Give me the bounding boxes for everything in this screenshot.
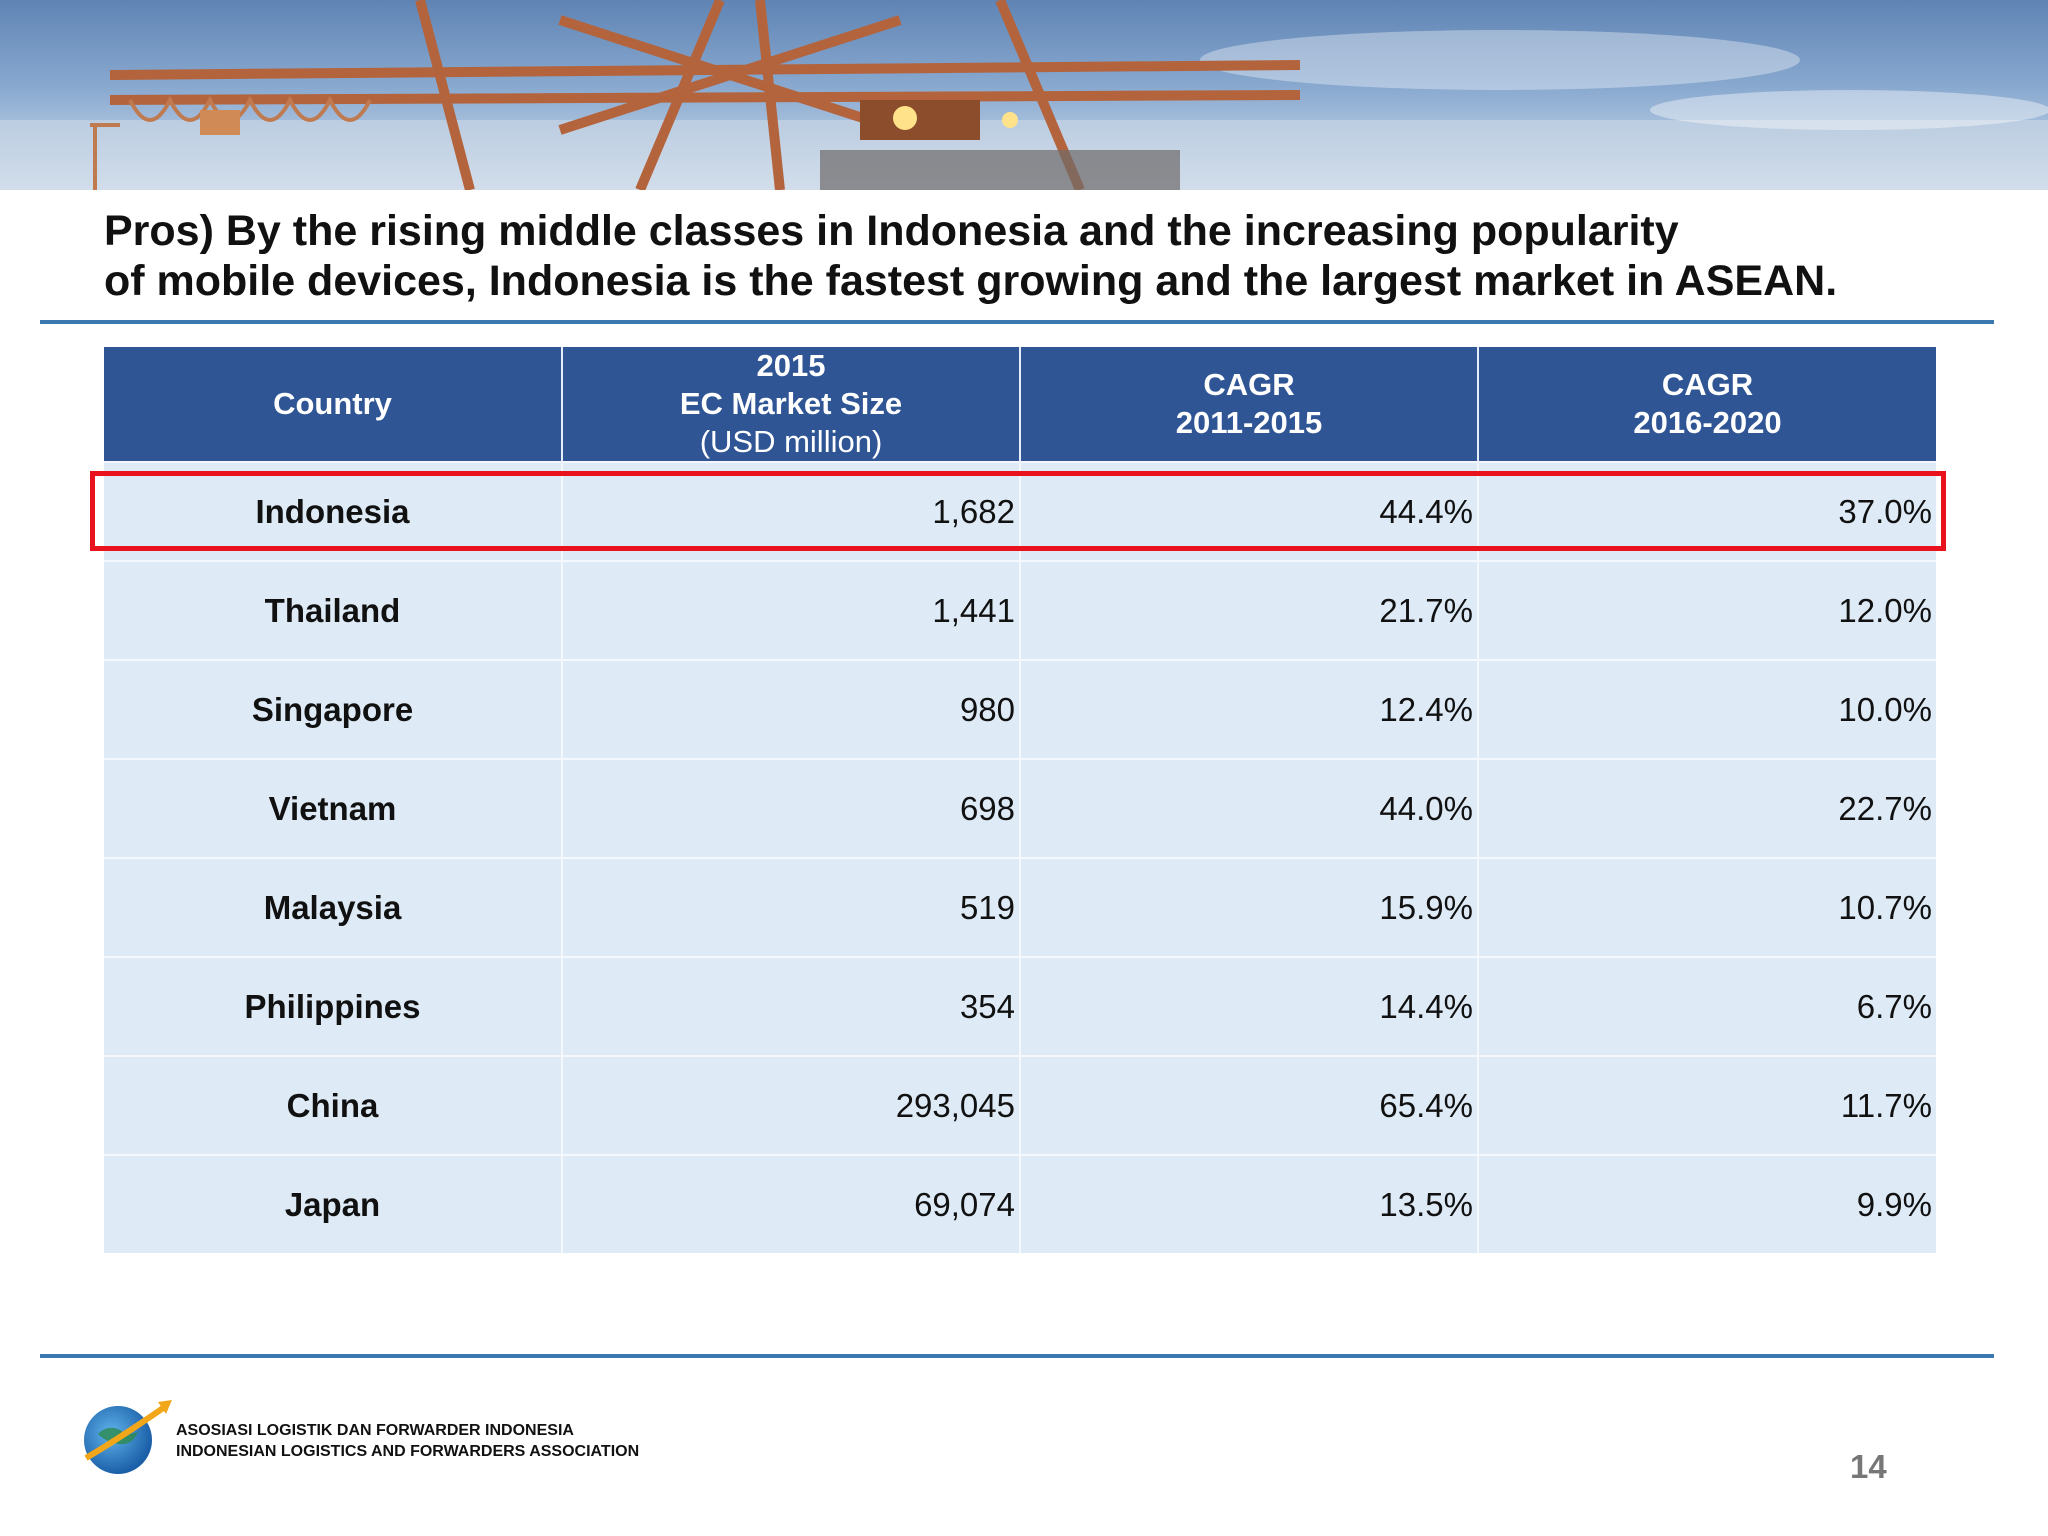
header-text: CAGR [1203,367,1295,402]
cell-cagr-2016-2020: 37.0% [1477,461,1936,561]
cell-country: Japan [104,1154,562,1253]
cell-country: Philippines [104,956,562,1056]
header-text: 2015 [756,348,826,383]
table-row: China 293,045 65.4% 11.7% [104,1055,1936,1155]
table-row: Philippines 354 14.4% 6.7% [104,956,1936,1056]
cell-country: Thailand [104,560,562,660]
table-row: Japan 69,074 13.5% 9.9% [104,1154,1936,1253]
cell-cagr-2016-2020: 10.0% [1477,659,1936,759]
indonesia-highlight-box [90,471,1946,551]
header-text: CAGR [1661,367,1754,402]
cell-cagr-2016-2020: 11.7% [1477,1055,1936,1155]
slide-title-line-1: Pros) By the rising middle classes in In… [104,207,1679,255]
cell-country: Indonesia [104,461,562,561]
cell-cagr-2011-2015: 65.4% [1019,1055,1478,1155]
cell-cagr-2016-2020: 10.7% [1477,857,1936,957]
cell-market-size: 698 [561,758,1020,858]
cell-country: China [104,1055,562,1155]
alfi-logo-icon [80,1398,172,1481]
table-row: Malaysia 519 15.9% 10.7% [104,857,1936,957]
page-number: 14 [1850,1448,1887,1485]
cell-market-size: 519 [561,857,1020,957]
cell-cagr-2011-2015: 14.4% [1019,956,1478,1056]
cell-market-size: 293,045 [561,1055,1020,1155]
cell-country: Vietnam [104,758,562,858]
cell-market-size: 980 [561,659,1020,759]
top-divider [40,320,1994,324]
cell-country: Singapore [104,659,562,759]
org-name-indonesian: ASOSIASI LOGISTIK DAN FORWARDER INDONESI… [176,1422,574,1439]
cell-cagr-2016-2020: 6.7% [1477,956,1936,1056]
organization-name: ASOSIASI LOGISTIK DAN FORWARDER INDONESI… [176,1420,639,1462]
ec-market-table: Country 2015 EC Market Size (USD million… [104,347,1936,1253]
cell-cagr-2016-2020: 12.0% [1477,560,1936,660]
cell-cagr-2016-2020: 22.7% [1477,758,1936,858]
header-text: Country [273,386,392,421]
table-row: Vietnam 698 44.0% 22.7% [104,758,1936,858]
cell-cagr-2016-2020: 9.9% [1477,1154,1936,1253]
header-text: 2011-2015 [1175,405,1323,440]
header-text: EC Market Size [679,386,903,421]
table-row: Singapore 980 12.4% 10.0% [104,659,1936,759]
cell-market-size: 1,441 [561,560,1020,660]
port-crane-illustration [0,0,2048,190]
header-photo-banner [0,0,2048,190]
slide-title: Pros) By the rising middle classes in In… [104,206,1984,306]
cell-market-size: 354 [561,956,1020,1056]
table-row: Thailand 1,441 21.7% 12.0% [104,560,1936,660]
cell-cagr-2011-2015: 12.4% [1019,659,1478,759]
cell-market-size: 1,682 [561,461,1020,561]
org-name-english: INDONESIAN LOGISTICS AND FORWARDERS ASSO… [176,1443,640,1460]
cell-cagr-2011-2015: 13.5% [1019,1154,1478,1253]
bottom-divider [40,1354,1994,1358]
cell-market-size: 69,074 [561,1154,1020,1253]
table-row: Indonesia 1,682 44.4% 37.0% [104,461,1936,561]
header-unit: (USD million) [699,424,883,459]
column-header-cagr-2016-2020: CAGR 2016-2020 [1477,347,1936,462]
cell-cagr-2011-2015: 44.4% [1019,461,1478,561]
header-text: 2016-2020 [1633,405,1782,440]
column-header-cagr-2011-2015: CAGR 2011-2015 [1019,347,1478,462]
cell-cagr-2011-2015: 44.0% [1019,758,1478,858]
slide-title-line-2: of mobile devices, Indonesia is the fast… [104,257,1838,305]
table-header-row: Country 2015 EC Market Size (USD million… [104,347,1936,462]
column-header-market-size: 2015 EC Market Size (USD million) [561,347,1020,462]
column-header-country: Country [104,347,562,462]
cell-cagr-2011-2015: 15.9% [1019,857,1478,957]
cell-country: Malaysia [104,857,562,957]
cell-cagr-2011-2015: 21.7% [1019,560,1478,660]
